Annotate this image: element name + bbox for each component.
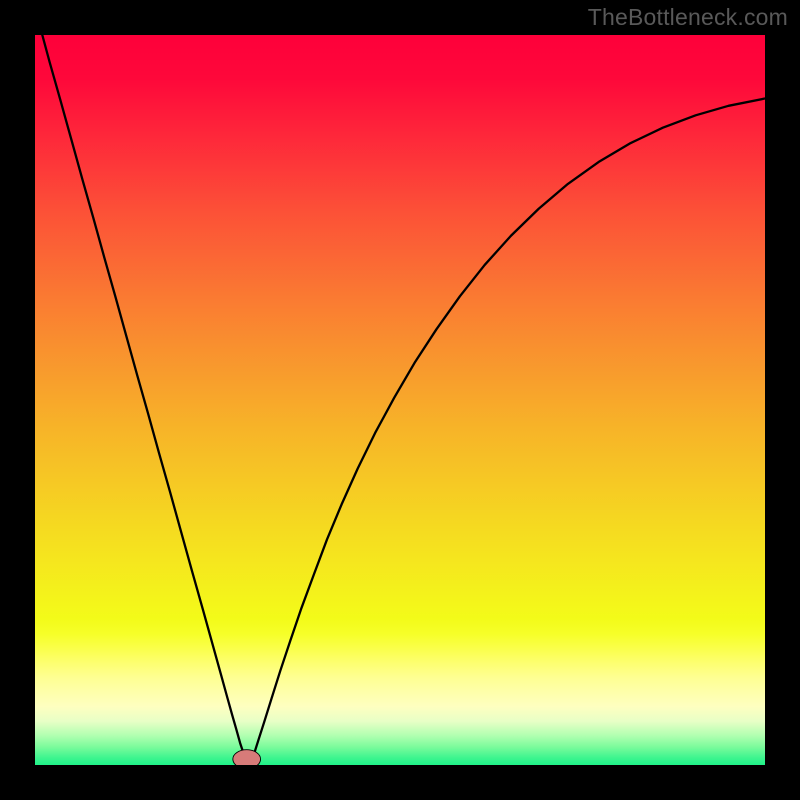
minimum-marker [233,750,261,765]
chart-svg [35,35,765,765]
chart-container: TheBottleneck.com [0,0,800,800]
watermark-text: TheBottleneck.com [588,4,788,31]
plot-area [35,35,765,765]
